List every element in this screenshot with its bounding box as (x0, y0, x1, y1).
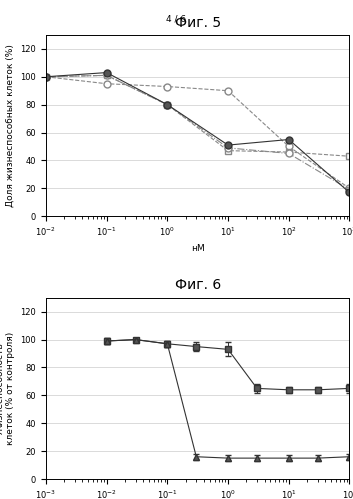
HR-Cys-DOX конъюгат (287, 137, 291, 143)
Title: Фиг. 6: Фиг. 6 (174, 278, 221, 292)
- Герцептин (104, 72, 109, 78)
Смесь герцептина и DOX (1:2) (226, 145, 230, 151)
X-axis label: нМ: нМ (191, 244, 204, 253)
Смесь герцептина и DOX (1:2) (347, 187, 352, 193)
Смесь герцептина и DOX (1:2) (287, 151, 291, 157)
- DOX (287, 144, 291, 150)
Смесь герцептина и DOX (1:2) (44, 74, 48, 80)
- Герцептин (347, 153, 352, 159)
Line: - Герцептин: - Герцептин (42, 72, 353, 160)
- Герцептин (226, 148, 230, 154)
Смесь герцептина и DOX (1:2) (104, 72, 109, 78)
HR-Cys-DOX конъюгат (226, 142, 230, 148)
HR-Cys-DOX конъюгат (104, 69, 109, 75)
- DOX (226, 88, 230, 94)
- DOX (44, 74, 48, 80)
- Герцептин (287, 149, 291, 155)
- Герцептин (165, 102, 169, 108)
HR-Cys-DOX конъюгат (165, 102, 169, 108)
Line: HR-Cys-DOX конъюгат: HR-Cys-DOX конъюгат (42, 69, 353, 196)
Смесь герцептина и DOX (1:2) (165, 102, 169, 108)
Text: 4 / 6: 4 / 6 (166, 15, 187, 24)
- DOX (165, 83, 169, 89)
Line: - DOX: - DOX (42, 73, 353, 192)
- DOX (347, 185, 352, 191)
Y-axis label: Доля жизнеспособных клеток (%): Доля жизнеспособных клеток (%) (6, 44, 15, 207)
Line: Смесь герцептина и DOX (1:2): Смесь герцептина и DOX (1:2) (42, 72, 353, 193)
Title: Фиг. 5: Фиг. 5 (175, 15, 221, 29)
HR-Cys-DOX конъюгат (44, 74, 48, 80)
- DOX (104, 81, 109, 87)
HR-Cys-DOX конъюгат (347, 190, 352, 196)
Y-axis label: Жизнеспособность
клеток (% от контроля): Жизнеспособность клеток (% от контроля) (0, 332, 15, 445)
- Герцептин (44, 74, 48, 80)
